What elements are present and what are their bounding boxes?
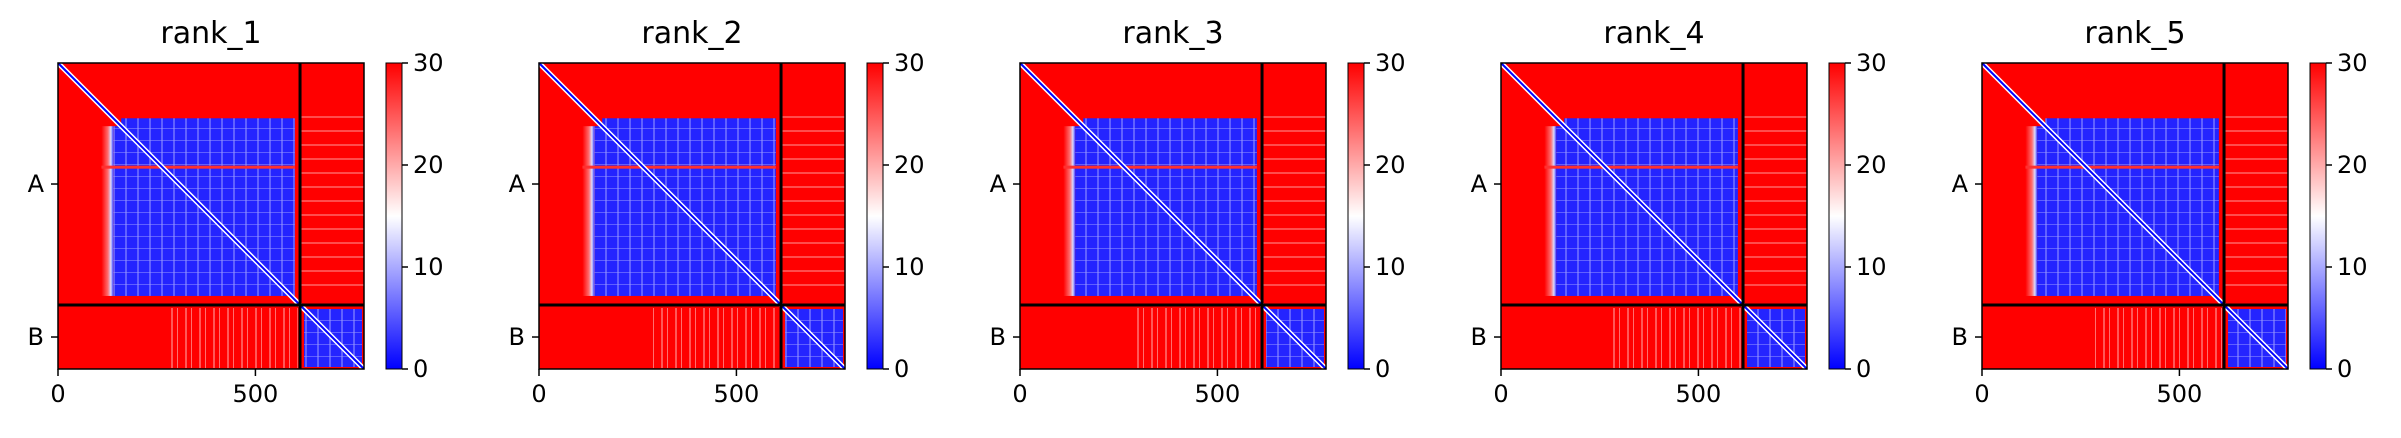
chain-a-red-line [1063, 165, 1257, 169]
colorbar-tick-label: 20 [1856, 151, 1887, 179]
interchain-region-ba [168, 308, 299, 368]
panel-title: rank_4 [1603, 16, 1704, 51]
chain-a-red-line [101, 165, 295, 169]
colorbar-tick-label: 30 [2337, 49, 2368, 77]
x-tick-label: 0 [50, 380, 65, 408]
interchain-region-ab [1743, 113, 1807, 296]
x-tick-label: 500 [714, 380, 760, 408]
colorbar-tick-label: 30 [413, 49, 444, 77]
panel-rank_4: rank_4 0 500 A B 0 10 20 30 [1471, 16, 1887, 408]
colorbar-tick-label: 20 [2337, 151, 2368, 179]
colorbar: 0 10 20 30 [866, 49, 925, 383]
colorbar: 0 10 20 30 [1347, 49, 1406, 383]
chain-label: A [990, 170, 1007, 198]
interchain-region-ba [649, 308, 780, 368]
colorbar-tick-label: 30 [1856, 49, 1887, 77]
colorbar-gradient [385, 62, 403, 370]
colorbar-tick-label: 0 [894, 355, 909, 383]
colorbar-tick-label: 0 [413, 355, 428, 383]
colorbar-tick-label: 10 [1375, 253, 1406, 281]
colorbar-tick-label: 10 [413, 253, 444, 281]
x-tick-label: 0 [1974, 380, 1989, 408]
axes-frame [1500, 62, 1808, 370]
chain-a-edge [582, 122, 595, 296]
colorbar-gradient [2309, 62, 2327, 370]
diagonal [1500, 62, 1808, 370]
panel-title: rank_3 [1122, 16, 1223, 51]
diagonal [1019, 62, 1327, 370]
chain-label: B [1471, 323, 1487, 351]
chain-a-red-line [582, 165, 776, 169]
interchain-region-ba [1130, 308, 1261, 368]
colorbar: 0 10 20 30 [1828, 49, 1887, 383]
colorbar-tick-label: 0 [2337, 355, 2352, 383]
chain-label: A [509, 170, 526, 198]
chain-label: B [990, 323, 1006, 351]
colorbar-gradient [1347, 62, 1365, 370]
colorbar-tick-label: 10 [1856, 253, 1887, 281]
panel-title: rank_1 [160, 16, 261, 51]
chain-a-red-line [1544, 165, 1738, 169]
panel-title: rank_2 [641, 16, 742, 51]
chain-a-edge [2025, 122, 2038, 296]
pae-heatmap [537, 61, 847, 371]
colorbar-gradient [866, 62, 884, 370]
colorbar: 0 10 20 30 [385, 49, 444, 383]
x-tick-label: 500 [1676, 380, 1722, 408]
chain-label: A [28, 170, 45, 198]
colorbar-tick-label: 0 [1856, 355, 1871, 383]
x-tick-label: 0 [1493, 380, 1508, 408]
interchain-region-ba [2092, 308, 2223, 368]
panel-rank_5: rank_5 0 500 A B 0 10 20 30 [1952, 16, 2368, 408]
chain-a-edge [101, 122, 114, 296]
interchain-region-ab [2224, 113, 2288, 296]
axes-frame [538, 62, 846, 370]
axes-frame [57, 62, 365, 370]
x-tick-label: 500 [1195, 380, 1241, 408]
colorbar-tick-label: 30 [1375, 49, 1406, 77]
colorbar-tick-label: 20 [413, 151, 444, 179]
chain-label: B [1952, 323, 1968, 351]
diagonal [57, 62, 365, 370]
diagonal [538, 62, 846, 370]
interchain-region-ab [1262, 113, 1326, 296]
panel-rank_1: rank_1 0 500 A B 0 10 20 30 [28, 16, 444, 408]
chain-a-edge [1063, 122, 1076, 296]
colorbar-tick-label: 0 [1375, 355, 1390, 383]
x-tick-label: 0 [1012, 380, 1027, 408]
pae-heatmap [1980, 61, 2290, 371]
colorbar-tick-label: 20 [1375, 151, 1406, 179]
x-tick-label: 500 [233, 380, 279, 408]
pae-heatmap [56, 61, 366, 371]
diagonal [1981, 62, 2289, 370]
chain-label: B [509, 323, 525, 351]
chain-a-edge [1544, 122, 1557, 296]
chain-label: B [28, 323, 44, 351]
pae-heatmap [1499, 61, 1809, 371]
panel-title: rank_5 [2084, 16, 2185, 51]
axes-frame [1019, 62, 1327, 370]
interchain-region-ab [781, 113, 845, 296]
colorbar-tick-label: 10 [894, 253, 925, 281]
colorbar-tick-label: 10 [2337, 253, 2368, 281]
colorbar-gradient [1828, 62, 1846, 370]
pae-heatmap [1018, 61, 1328, 371]
panel-rank_2: rank_2 0 500 A B 0 10 20 30 [509, 16, 925, 408]
panel-rank_3: rank_3 0 500 A B 0 10 20 30 [990, 16, 1406, 408]
interchain-region-ab [300, 113, 364, 296]
interchain-region-ba [1611, 308, 1742, 368]
colorbar-tick-label: 30 [894, 49, 925, 77]
chain-a-red-line [2025, 165, 2219, 169]
chain-label: A [1471, 170, 1488, 198]
x-tick-label: 0 [531, 380, 546, 408]
colorbar-tick-label: 20 [894, 151, 925, 179]
chain-label: A [1952, 170, 1969, 198]
axes-frame [1981, 62, 2289, 370]
x-tick-label: 500 [2157, 380, 2203, 408]
colorbar: 0 10 20 30 [2309, 49, 2368, 383]
